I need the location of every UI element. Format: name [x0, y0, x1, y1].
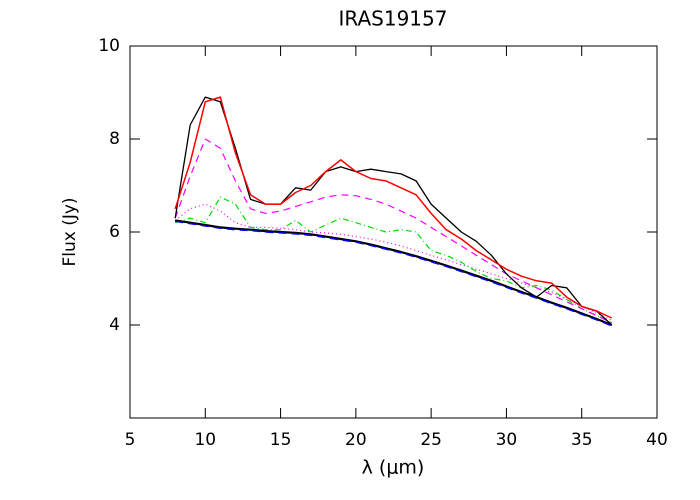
x-axis-label: λ (μm) [362, 457, 425, 479]
series-line [175, 196, 613, 324]
series-line [175, 219, 613, 327]
x-tick-label: 25 [420, 430, 442, 450]
x-tick-label: 35 [571, 430, 593, 450]
y-tick-label: 8 [109, 129, 120, 149]
y-tick-label: 6 [109, 222, 120, 242]
x-tick-label: 20 [345, 430, 367, 450]
series-line [174, 138, 613, 324]
x-tick-label: 40 [646, 430, 668, 450]
series-line [174, 96, 613, 326]
series-line [174, 96, 613, 319]
y-tick-label: 4 [109, 315, 120, 335]
x-tick-label: 10 [194, 430, 216, 450]
chart-title: IRAS19157 [339, 7, 448, 31]
y-tick-label: 10 [98, 36, 120, 56]
y-axis-label: Flux (Jy) [60, 197, 80, 266]
x-tick-label: 5 [125, 430, 136, 450]
x-tick-label: 30 [496, 430, 518, 450]
x-tick-label: 15 [270, 430, 292, 450]
